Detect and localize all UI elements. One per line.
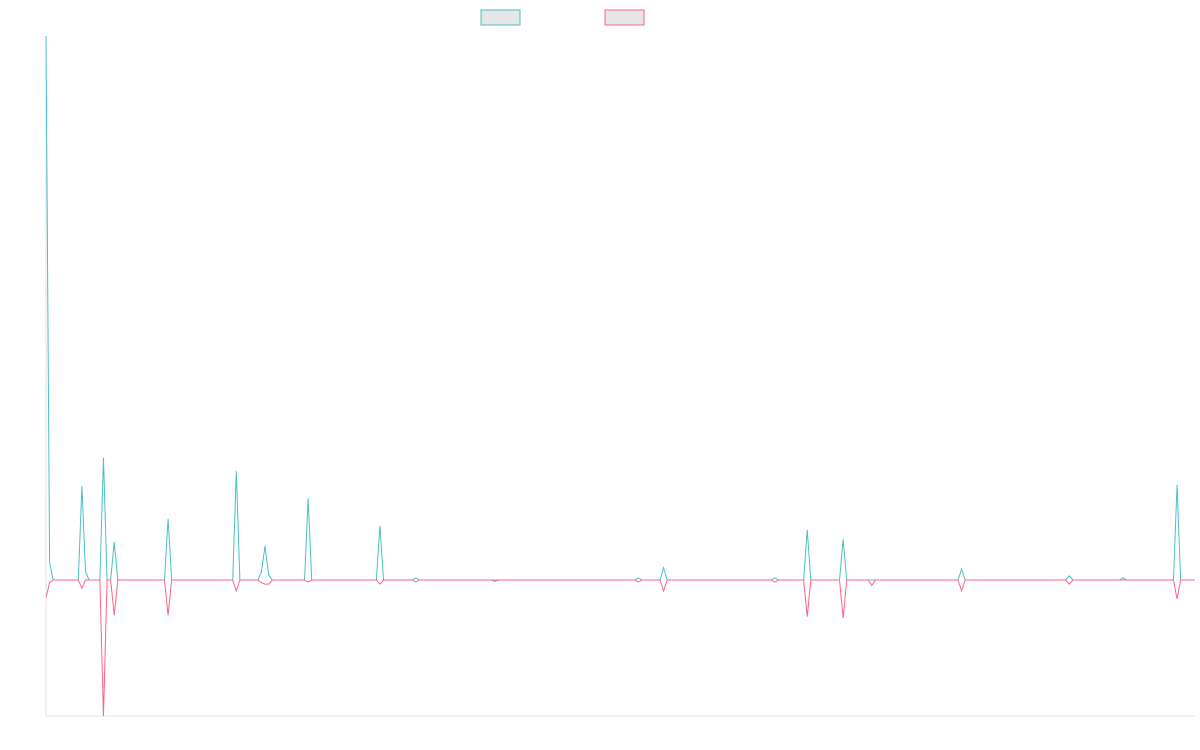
series-line-1 — [45, 35, 1195, 581]
axes — [45, 36, 1195, 717]
legend-swatch-1[interactable] — [480, 9, 521, 26]
legend — [480, 9, 645, 26]
series-group — [45, 35, 1195, 717]
legend-swatch-2[interactable] — [604, 9, 645, 26]
series-line-2 — [45, 579, 1195, 717]
